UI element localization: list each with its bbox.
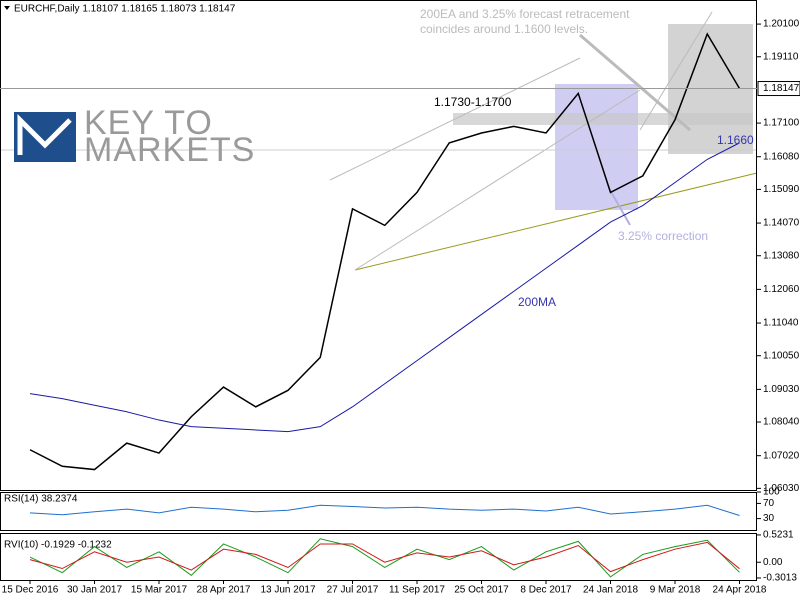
x-tick-label: 9 Mar 2018 [650, 585, 701, 596]
last-price-label: 1.18147 [763, 83, 800, 94]
y-tick-label: 100 [763, 487, 780, 498]
annotation: 1.1660 [717, 133, 754, 147]
y-tick-label: 0.5231 [763, 530, 794, 541]
channel [329, 57, 581, 181]
y-tick-label: 1.12060 [763, 284, 800, 295]
header: EURCHF,Daily 1.18107 1.18165 1.18073 1.1… [14, 4, 236, 15]
trendline [354, 172, 758, 271]
x-tick-label: 15 Mar 2017 [131, 585, 188, 596]
logo-text: KEY TO [84, 104, 213, 142]
series-line [29, 504, 740, 516]
x-tick-label: 28 Apr 2017 [197, 585, 251, 596]
y-tick-label: 1.15090 [763, 184, 800, 195]
x-tick-label: 15 Dec 2016 [2, 585, 59, 596]
x-tick-label: 27 Jul 2017 [327, 585, 379, 596]
last-price-tag [757, 81, 800, 97]
logo-glyph [17, 113, 72, 155]
logo-text: MARKETS [84, 131, 255, 169]
annotation: 3.25% correction [618, 229, 708, 243]
y-tick-label: 1.16080 [763, 151, 800, 162]
x-tick-label: 11 Sep 2017 [389, 585, 445, 596]
y-tick-label: 1.20100 [763, 19, 800, 30]
x-tick-label: 13 Jun 2017 [260, 585, 315, 596]
rvi-pane [0, 533, 757, 581]
annotation: 1.1730-1.1700 [434, 95, 512, 109]
arrow [579, 33, 691, 132]
y-tick-label: 1.19110 [763, 51, 799, 62]
pane-title: RSI(14) 38.2374 [4, 494, 78, 505]
y-tick-label: 1.11040 [763, 318, 799, 329]
channel [639, 11, 713, 131]
pane-title: RVI(10) -0.1929 -0.1232 [4, 540, 112, 551]
x-tick-label: 30 Jan 2017 [67, 585, 122, 596]
zone [453, 113, 753, 125]
series-line [29, 538, 740, 578]
y-tick-label: 1.17100 [763, 118, 800, 129]
x-tick-label: 24 Jan 2018 [583, 585, 638, 596]
y-tick-label: 1.06030 [763, 483, 800, 494]
x-tick-label: 24 Apr 2018 [713, 585, 767, 596]
logo-mark [14, 112, 76, 162]
main-pane [0, 0, 757, 491]
y-tick-label: 1.08040 [763, 417, 800, 428]
x-tick-label: 8 Dec 2017 [520, 585, 572, 596]
annotation: 200MA [518, 295, 556, 309]
logo: KEY TO MARKETS [14, 104, 255, 169]
y-tick-label: 1.07020 [763, 450, 800, 461]
y-tick-label: 0.00 [763, 557, 783, 568]
menu-arrow[interactable] [4, 6, 10, 10]
y-tick-label: 1.13080 [763, 250, 800, 261]
y-tick-label: 1.09030 [763, 384, 800, 395]
series-line [29, 142, 740, 433]
y-tick-label: 30 [763, 513, 775, 524]
y-tick-label: 1.14070 [763, 218, 800, 229]
y-tick-label: -0.3013 [763, 573, 797, 584]
annotation: 200EA and 3.25% forecast retracement coi… [420, 7, 633, 36]
series-line [29, 541, 740, 573]
y-tick-label: 70 [763, 498, 775, 509]
x-tick-label: 25 Oct 2017 [454, 585, 509, 596]
series-line [29, 32, 741, 471]
rsi-pane [0, 492, 757, 531]
arrow [609, 189, 631, 226]
channel [354, 89, 641, 271]
y-tick-label: 1.10050 [763, 350, 800, 361]
